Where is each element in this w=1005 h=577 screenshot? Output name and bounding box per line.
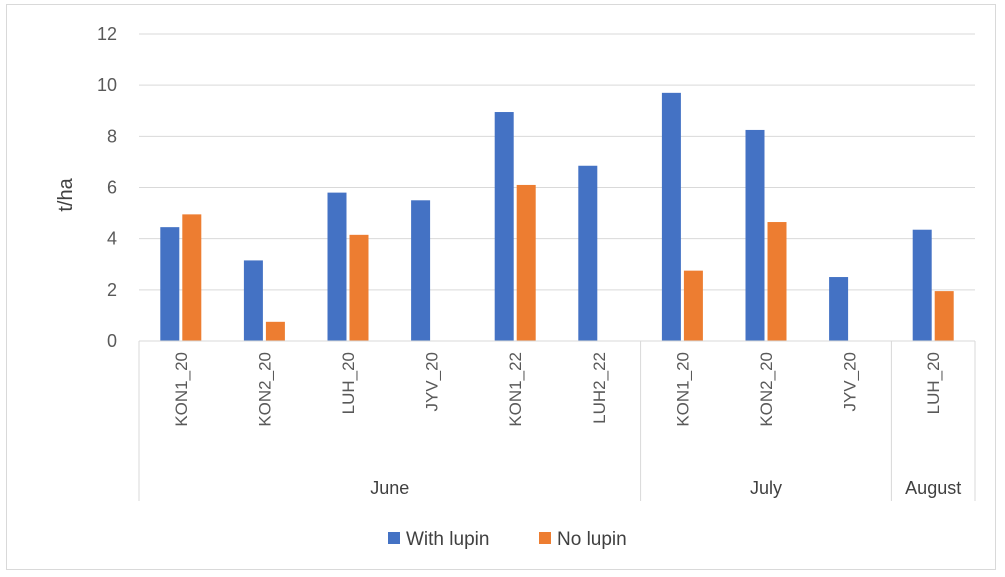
bar-no-lupin — [516, 184, 536, 341]
category-label: LUH2_22 — [590, 352, 609, 424]
bar-with-lupin — [160, 227, 180, 341]
legend-swatch-with-lupin — [388, 532, 400, 544]
bar-with-lupin — [661, 92, 681, 341]
group-label: June — [370, 478, 409, 498]
bar-with-lupin — [327, 192, 347, 341]
legend-swatch-no-lupin — [539, 532, 551, 544]
category-label: JYV_20 — [841, 352, 860, 412]
y-tick-label: 6 — [107, 178, 117, 198]
legend-label-with-lupin: With lupin — [406, 529, 489, 550]
bars — [160, 92, 954, 341]
category-label: KON1_20 — [172, 352, 191, 427]
y-axis-label: t/ha — [55, 177, 77, 211]
category-label: KON2_20 — [255, 352, 274, 427]
y-tick-label: 4 — [107, 229, 117, 249]
bar-with-lupin — [912, 229, 932, 341]
gridlines — [139, 33, 975, 291]
bar-with-lupin — [829, 277, 849, 341]
bar-with-lupin — [494, 112, 514, 341]
axes: 0 2 4 6 8 10 12 KON1_20 KON2_20 LUH_20 JYV_20 KON1_… — [97, 24, 976, 501]
bar-no-lupin — [683, 270, 703, 341]
y-tick-label: 10 — [97, 75, 117, 95]
y-tick-label: 8 — [107, 126, 117, 146]
category-label: KON2_20 — [757, 352, 776, 427]
y-tick-label: 12 — [97, 24, 117, 44]
group-label: July — [750, 478, 782, 498]
y-tick-label: 2 — [107, 280, 117, 300]
bar-with-lupin — [411, 200, 431, 341]
y-tick-label: 0 — [107, 331, 117, 351]
bar-with-lupin — [578, 165, 598, 341]
bar-no-lupin — [182, 214, 202, 341]
category-label: KON1_20 — [673, 352, 692, 427]
bar-with-lupin — [745, 129, 765, 341]
category-label: LUH_20 — [339, 352, 358, 414]
category-label: KON1_22 — [506, 352, 525, 427]
category-label: LUH_20 — [924, 352, 943, 414]
legend: With lupin No lupin — [388, 529, 627, 550]
bar-no-lupin — [349, 234, 369, 341]
bar-no-lupin — [767, 222, 787, 341]
category-label: JYV_20 — [423, 352, 442, 412]
legend-label-no-lupin: No lupin — [557, 529, 627, 550]
bar-with-lupin — [243, 260, 263, 341]
bar-no-lupin — [934, 291, 954, 341]
bar-no-lupin — [265, 321, 285, 341]
group-label: August — [905, 478, 961, 498]
